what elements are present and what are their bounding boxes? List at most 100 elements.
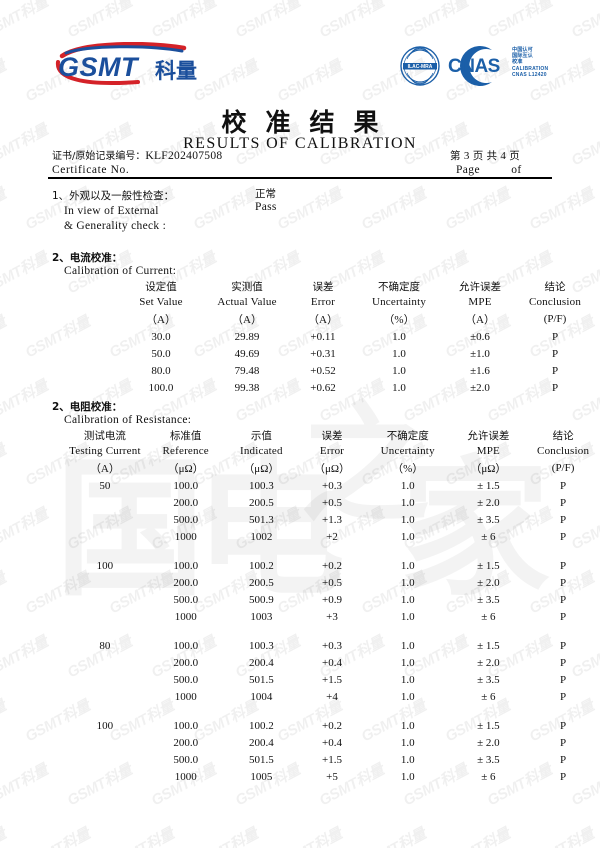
current-cell-2: +0.31 [310,347,336,360]
current-cell-5: P [551,381,559,394]
resistance-data-row: 1000 1002 +2 1.0 ± 6 P [62,528,600,545]
resistance-cell-3: +0.5 [322,496,343,509]
current-cell-2: +0.62 [310,381,336,394]
resistance-data-row: 200.0 200.4 +0.4 1.0 ± 2.0 P [62,654,600,671]
current-unit-cell-4: （A） [465,314,495,326]
current-data-row: 100.0 99.38 +0.62 1.0 ±2.0 P [118,379,592,396]
resistance-cell-3: +0.2 [322,719,343,732]
resistance-cell-3: +1.3 [322,513,343,526]
resistance-unit-cell-6: (P/F) [551,462,575,474]
resistance-cell-4: 1.0 [400,719,415,732]
resistance-testing-current [62,528,148,545]
resistance-cell-5: ± 2.0 [477,576,500,589]
current-cell-0: 100.0 [148,381,174,394]
resistance-cell-6: P [560,673,567,686]
cnas-cn-line-3: 校准 [512,59,523,66]
gsmt-logo-text: GSMT [58,52,138,82]
resistance-cell-5: ± 3.5 [477,753,500,766]
resistance-cell-3: +5 [326,770,338,783]
current-col-header-cn-3: 不确定度 [378,280,420,293]
resistance-cell-4: 1.0 [400,559,415,572]
resistance-cell-3: +0.4 [322,736,343,749]
resistance-cell-6: P [560,690,567,703]
current-col-header-en-1: Actual Value [217,296,277,308]
resistance-cell-1: 1000 [174,690,197,703]
resistance-cell-3: +0.3 [322,479,343,492]
watermark-logo-tile: GSMT科量 [0,697,9,746]
resistance-testing-current [62,671,148,688]
watermark-logo-tile: GSMT科量 [441,823,513,848]
resistance-cell-1: 100.0 [173,479,199,492]
resistance-testing-current [62,751,148,768]
current-data-row: 80.0 79.48 +0.52 1.0 ±1.6 P [118,362,592,379]
current-col-header-en-4: MPE [468,296,492,308]
resistance-col-header-en-3: Error [319,445,345,457]
section-external-inspection: 1、外观以及一般性检查： 正常 In view of External Pass… [52,186,552,232]
resistance-cell-4: 1.0 [400,496,415,509]
resistance-cell-1: 500.0 [173,513,199,526]
resistance-unit-row: （A） （μΩ） （μΩ） （μΩ） （%） （μΩ） (P/F) [62,459,600,477]
resistance-col-header-en-5: MPE [476,445,500,457]
cnas-registration-number: CNAS L12420 [512,71,547,78]
section-current-heading: 2、电流校准： Calibration of Current: [52,250,176,277]
resistance-col-header-en-4: Uncertainty [380,445,435,457]
cnas-en-line-1: CALIBRATION [512,65,549,72]
resistance-cell-2: 1002 [250,530,273,543]
cnas-wordmark: CNAS [448,56,500,77]
current-unit-cell-3: （%） [383,314,415,326]
section-resistance-heading: 2、电阻校准： Calibration of Resistance: [52,399,191,426]
resistance-col-header-en-6: Conclusion [537,445,590,457]
current-unit-cell-2: （A） [308,314,338,326]
watermark-logo-tile: GSMT科量 [0,569,9,618]
resistance-cell-5: ± 6 [481,530,496,543]
external-label-english-1: In view of External [64,205,159,217]
resistance-heading-english: Calibration of Resistance: [64,414,192,426]
resistance-cell-2: 501.3 [248,513,274,526]
resistance-cell-3: +0.5 [322,576,343,589]
cnas-swoosh-icon [460,45,492,86]
resistance-cell-3: +0.2 [322,559,343,572]
current-cell-5: P [551,347,559,360]
resistance-cell-2: 100.3 [248,479,274,492]
current-cell-0: 80.0 [151,364,171,377]
current-cell-3: 1.0 [392,347,406,360]
resistance-cell-5: ± 6 [481,770,496,783]
current-data-row: 30.0 29.89 +0.11 1.0 ±0.6 P [118,328,592,345]
current-col-header-cn-1: 实测值 [231,280,263,293]
current-cell-1: 99.38 [234,381,260,394]
resistance-cell-6: P [560,736,567,749]
resistance-cell-1: 200.0 [173,656,199,669]
pagination-cn-suffix: 页 [509,150,520,162]
resistance-cell-3: +0.4 [322,656,343,669]
watermark-logo-tile: GSMT科量 [316,0,387,42]
resistance-testing-current [62,654,148,671]
external-result-chinese: 正常 [255,188,276,200]
header-divider [48,177,552,179]
watermark-logo-tile: GSMT科量 [0,185,9,234]
resistance-cell-4: 1.0 [400,656,415,669]
resistance-cell-4: 1.0 [400,593,415,606]
ilac-mra-logo-icon: ILAC-MRA [400,46,440,86]
pagination-en-of: of [511,163,522,176]
pagination-cn-mid: 页 共 [472,150,498,162]
resistance-calibration-table: 测试电流 标准值 示值 误差 不确定度 允许误差 结论 Testing Current Ref… [62,427,600,785]
resistance-cell-6: P [560,610,567,623]
external-result-english: Pass [255,201,277,213]
resistance-data-row: 200.0 200.4 +0.4 1.0 ± 2.0 P [62,734,600,751]
watermark-logo-tile: GSMT科量 [0,441,9,490]
resistance-testing-current [62,574,148,591]
watermark-logo-tile: GSMT科量 [22,313,93,362]
resistance-testing-current: 100 [96,719,114,732]
current-cell-4: ±2.0 [470,381,490,394]
current-col-header-cn-5: 结论 [544,280,566,293]
resistance-data-row: 200.0 200.5 +0.5 1.0 ± 2.0 P [62,494,600,511]
current-cell-3: 1.0 [392,330,406,343]
resistance-unit-cell-0: （A） [89,463,120,475]
current-cell-5: P [551,330,559,343]
resistance-col-header-cn-3: 误差 [321,429,343,442]
current-calibration-table: 设定值 实测值 误差 不确定度 允许误差 结论 Set Value Actual Value… [118,278,592,396]
current-col-header-cn-4: 允许误差 [459,280,501,293]
resistance-cell-2: 500.9 [248,593,274,606]
resistance-cell-6: P [560,530,567,543]
logo-swoosh-icon [55,42,187,85]
